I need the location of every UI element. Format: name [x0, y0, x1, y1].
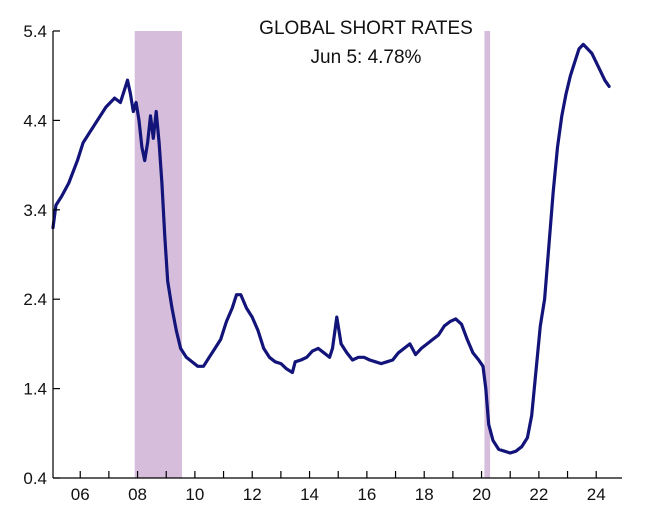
x-tick-label: 10	[185, 485, 204, 504]
y-tick-label: 3.4	[23, 201, 47, 220]
x-tick-label: 14	[300, 485, 319, 504]
y-tick-label: 4.4	[23, 111, 47, 130]
y-tick-label: 0.4	[23, 469, 47, 488]
x-tick-label: 22	[529, 485, 548, 504]
x-tick-label: 24	[587, 485, 606, 504]
series-lines	[51, 42, 611, 455]
recession-band-1	[134, 31, 182, 478]
x-tick-label: 12	[243, 485, 262, 504]
x-tick-label: 16	[357, 485, 376, 504]
x-tick-label: 06	[71, 485, 90, 504]
recession-band-2	[484, 31, 491, 478]
y-tick-label: 5.4	[23, 22, 47, 41]
chart-subtitle: Jun 5: 4.78%	[311, 47, 422, 68]
series-line-1	[51, 42, 611, 455]
x-tick-label: 20	[472, 485, 491, 504]
axes	[52, 30, 622, 479]
x-tick-label: 08	[128, 485, 147, 504]
recession-bands	[134, 31, 491, 478]
tick-labels: 0.4 1.4 2.4 3.4 4.4 5.4 06 08 10 12 14 16 18 20 22 24	[23, 22, 605, 504]
y-tick-label: 2.4	[23, 290, 47, 309]
chart-title: GLOBAL SHORT RATES	[259, 18, 473, 39]
y-tick-label: 1.4	[23, 380, 47, 399]
x-tick-label: 18	[415, 485, 434, 504]
